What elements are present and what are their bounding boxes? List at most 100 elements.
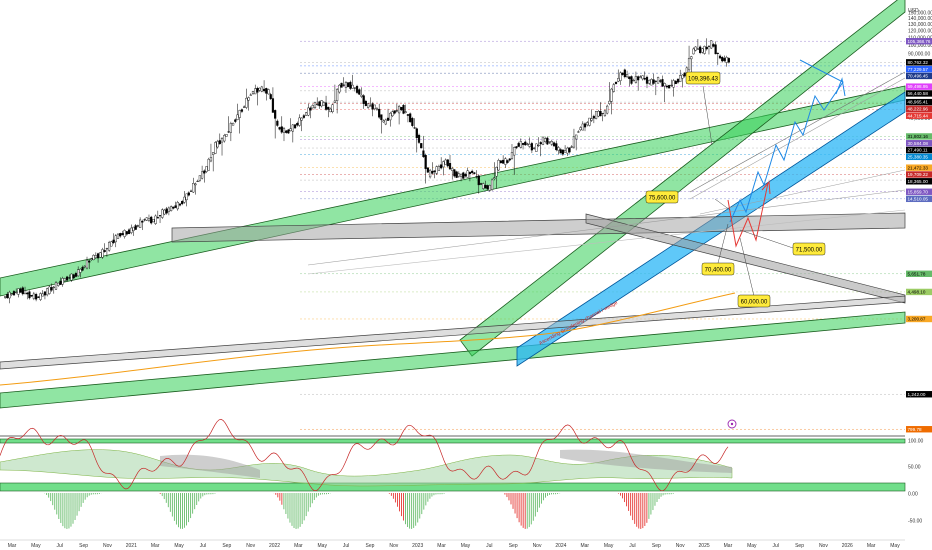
candle-body — [420, 143, 423, 149]
x-tick-label: Sep — [366, 543, 375, 549]
oscillator-histogram — [44, 493, 674, 529]
x-tick-label: May — [318, 543, 328, 549]
candle-body — [459, 173, 463, 177]
candle-body — [130, 227, 133, 233]
candle-body — [632, 79, 635, 82]
candle-body — [367, 103, 370, 108]
candle-body — [437, 165, 441, 171]
candle-body — [575, 134, 578, 140]
candle-body — [302, 115, 306, 118]
candle-body — [333, 100, 337, 103]
candle-body — [524, 141, 527, 146]
price-tag-label: 4,498.10 — [908, 290, 926, 295]
replay-icon[interactable] — [727, 419, 737, 429]
gray-thin-trendline-2 — [307, 209, 906, 275]
price-tag-label: 18,365.00 — [908, 179, 929, 184]
candle-body — [181, 201, 184, 205]
candle-body — [621, 72, 624, 75]
candle-body — [665, 85, 669, 88]
candle-body — [141, 221, 144, 223]
candle-body — [526, 143, 529, 145]
candle-body — [614, 81, 618, 84]
x-tick-label: 2024 — [555, 543, 566, 549]
candle-body — [712, 44, 715, 47]
candle-body — [433, 170, 436, 172]
candle-body — [517, 143, 520, 147]
x-tick-label: Nov — [389, 543, 398, 549]
price-tag-box — [906, 140, 932, 147]
gray-thin-trendline-3 — [689, 71, 906, 193]
x-tick-label: 2026 — [842, 543, 853, 549]
x-tick-label: Sep — [509, 543, 518, 549]
candle-body — [201, 171, 204, 179]
x-tick-label: May — [604, 543, 614, 549]
candle-body — [123, 230, 126, 237]
price-tag-label: 44,715.44 — [908, 113, 929, 118]
candle-body — [311, 105, 314, 109]
y-tick-label: 140,000.00 — [908, 16, 932, 22]
candle-body — [619, 72, 622, 81]
callout-leader-75k — [714, 198, 731, 211]
candle-body — [718, 55, 722, 59]
candle-body — [285, 130, 288, 133]
candle-body — [225, 134, 228, 137]
candle-body — [504, 158, 507, 165]
candle-body — [628, 76, 631, 80]
gray-broadening-lower — [0, 295, 906, 370]
price-tag-label: 19,709.22 — [908, 172, 929, 177]
x-tick-label: Mar — [867, 543, 876, 549]
candle-body — [114, 235, 117, 243]
candle-body — [344, 82, 348, 88]
candle-body — [495, 167, 498, 177]
time-axis[interactable]: Mar May Jul Sep Nov 2021 Mar May Jul Sep Nov 2022 Ma… — [0, 539, 905, 549]
candle-body — [364, 100, 367, 107]
candle-body — [178, 203, 182, 206]
oscillator-line — [0, 418, 729, 492]
candle-body — [555, 143, 558, 151]
price-tag-box — [906, 98, 932, 106]
candle-body — [444, 159, 447, 165]
candle-body — [694, 46, 697, 51]
candle-body — [307, 107, 310, 116]
candle-body — [521, 143, 525, 145]
x-tick-label: Jul — [772, 543, 778, 549]
green-channel-steep — [459, 0, 906, 357]
candle-body — [552, 142, 556, 147]
candle-body — [548, 141, 551, 143]
candle-body — [287, 129, 290, 134]
x-tick-label: Jul — [629, 543, 635, 549]
candle-body — [411, 118, 414, 126]
candle-body — [68, 277, 71, 279]
price-tag-box — [906, 72, 932, 80]
blue-projection-arrow — [835, 77, 846, 97]
candle-body — [41, 293, 44, 297]
candle-body — [643, 78, 646, 80]
candle-body — [612, 84, 615, 92]
candle-body — [544, 138, 547, 143]
price-tag-label: 3,200.87 — [908, 317, 926, 322]
candle-body — [236, 114, 239, 120]
callout-75k: 75,600.00 — [649, 196, 676, 202]
candle-body — [167, 207, 170, 212]
callout-109k: 109,396.43 — [688, 77, 719, 83]
oscillator-tick-label: 0.00 — [908, 492, 918, 498]
candle-body — [502, 159, 505, 164]
candle-body — [360, 94, 363, 97]
trend-channels — [0, 0, 906, 409]
candle-body — [274, 110, 277, 119]
candle-body — [681, 74, 684, 79]
candle-body — [446, 159, 449, 167]
candle-body — [497, 160, 500, 171]
price-tag-box — [906, 195, 932, 203]
candle-body — [550, 141, 553, 145]
candle-body — [579, 127, 582, 131]
candle-body — [601, 112, 604, 114]
candle-body — [57, 282, 60, 286]
candle-body — [435, 166, 438, 174]
candle-body — [610, 88, 613, 102]
candle-body — [384, 119, 387, 125]
gray-thin-trendline-5 — [699, 169, 906, 215]
candle-body — [258, 87, 261, 91]
candle-body — [426, 167, 429, 173]
